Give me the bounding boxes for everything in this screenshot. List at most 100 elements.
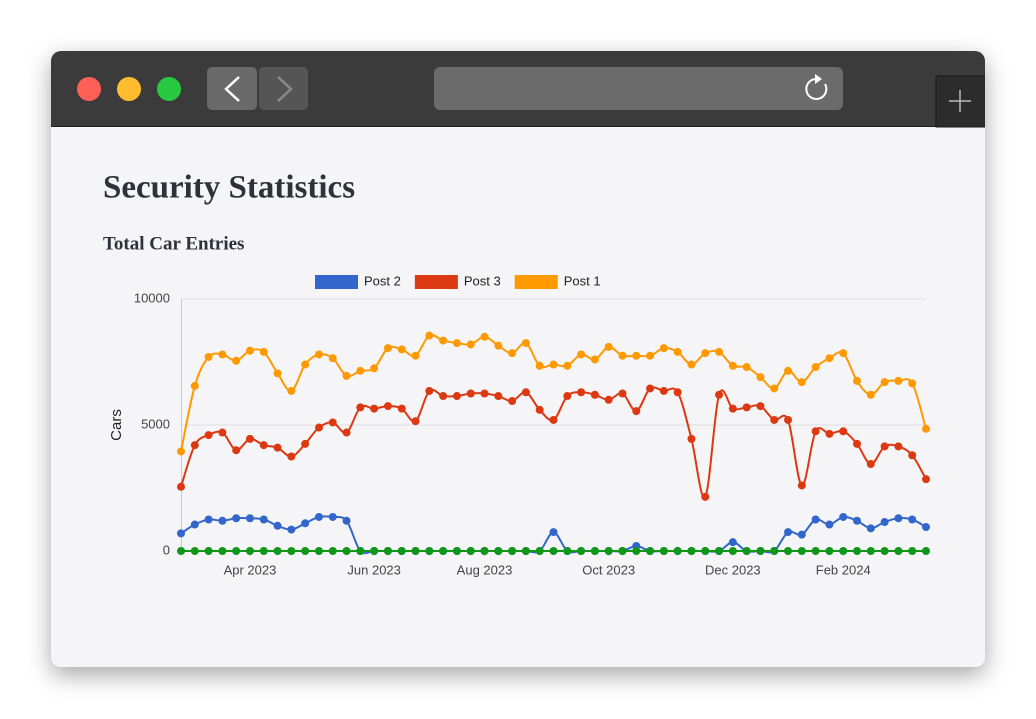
data-point bbox=[853, 516, 862, 525]
page-heading: Security Statistics bbox=[103, 170, 355, 206]
data-point bbox=[521, 388, 530, 397]
data-point bbox=[535, 405, 544, 414]
data-point bbox=[370, 404, 379, 413]
data-point bbox=[521, 339, 530, 348]
data-point bbox=[425, 331, 434, 340]
data-point bbox=[245, 547, 254, 555]
data-point bbox=[397, 345, 406, 354]
close-button[interactable] bbox=[77, 77, 101, 101]
data-point bbox=[342, 428, 351, 437]
data-point bbox=[342, 547, 351, 555]
y-axis-label: Cars bbox=[108, 409, 125, 441]
data-point bbox=[770, 415, 779, 424]
back-icon bbox=[224, 76, 240, 102]
data-point bbox=[245, 514, 254, 523]
data-point bbox=[590, 547, 599, 555]
minimize-button[interactable] bbox=[117, 77, 141, 101]
data-point bbox=[273, 521, 282, 530]
data-point bbox=[190, 547, 199, 555]
data-point bbox=[411, 547, 420, 555]
data-point bbox=[508, 547, 517, 555]
data-point bbox=[452, 547, 461, 555]
data-point bbox=[328, 418, 337, 427]
data-point bbox=[866, 460, 875, 469]
window-content: Security Statistics Total Car Entries Ca… bbox=[51, 51, 985, 441]
data-point bbox=[314, 423, 323, 432]
data-point bbox=[232, 446, 241, 455]
forward-button[interactable] bbox=[259, 67, 308, 110]
data-point bbox=[494, 547, 503, 555]
data-point bbox=[797, 378, 806, 387]
reload-icon[interactable] bbox=[805, 78, 828, 100]
data-point bbox=[908, 515, 917, 524]
zoom-button[interactable] bbox=[157, 77, 181, 101]
data-point bbox=[742, 403, 751, 412]
data-point bbox=[853, 376, 862, 385]
data-point bbox=[866, 390, 875, 399]
data-point bbox=[314, 512, 323, 521]
data-point bbox=[273, 369, 282, 378]
data-point bbox=[508, 397, 517, 406]
data-point bbox=[466, 389, 475, 398]
data-point bbox=[908, 547, 917, 555]
data-point bbox=[880, 518, 889, 527]
data-point bbox=[742, 363, 751, 372]
data-point bbox=[756, 373, 765, 382]
data-point bbox=[866, 524, 875, 533]
data-point bbox=[715, 547, 724, 555]
data-point bbox=[190, 520, 199, 529]
data-point bbox=[894, 514, 903, 523]
data-point bbox=[922, 424, 930, 433]
data-point bbox=[715, 390, 724, 399]
data-point bbox=[756, 402, 765, 411]
data-point bbox=[535, 547, 544, 555]
data-point bbox=[728, 404, 737, 413]
data-point bbox=[232, 356, 241, 365]
data-point bbox=[797, 547, 806, 555]
address-bar[interactable] bbox=[434, 67, 843, 110]
data-point bbox=[825, 354, 834, 363]
data-point bbox=[204, 547, 213, 555]
data-point bbox=[370, 364, 379, 373]
data-point bbox=[894, 547, 903, 555]
data-point bbox=[287, 547, 296, 555]
chart-heading: Total Car Entries bbox=[103, 233, 244, 254]
data-point bbox=[922, 547, 930, 555]
data-point bbox=[549, 415, 558, 424]
data-point bbox=[314, 350, 323, 359]
data-point bbox=[190, 381, 199, 390]
back-button[interactable] bbox=[207, 67, 257, 110]
data-point bbox=[797, 530, 806, 539]
data-point bbox=[853, 547, 862, 555]
data-point bbox=[604, 547, 613, 555]
data-point bbox=[673, 388, 682, 397]
data-point bbox=[880, 378, 889, 387]
data-point bbox=[177, 447, 185, 456]
data-point bbox=[853, 439, 862, 448]
data-point bbox=[590, 355, 599, 364]
data-point bbox=[301, 360, 310, 369]
data-point bbox=[866, 547, 875, 555]
data-point bbox=[466, 547, 475, 555]
data-point bbox=[370, 547, 379, 555]
data-point bbox=[839, 512, 848, 521]
data-point bbox=[715, 347, 724, 356]
data-point bbox=[549, 528, 558, 537]
legend-label: Post 2 bbox=[364, 273, 401, 288]
reload-arrow bbox=[815, 74, 822, 84]
data-point bbox=[204, 431, 213, 440]
data-point bbox=[425, 386, 434, 395]
data-point bbox=[549, 547, 558, 555]
x-tick-label: Feb 2024 bbox=[816, 562, 871, 577]
legend-label: Post 1 bbox=[564, 273, 601, 288]
legend-swatch bbox=[315, 275, 358, 289]
data-point bbox=[701, 547, 710, 555]
data-point bbox=[480, 547, 489, 555]
data-point bbox=[701, 492, 710, 501]
data-point bbox=[549, 360, 558, 369]
chart: 0 5000 10000 Apr 2023 Jun 2023 Aug 2023 Oct 20… bbox=[134, 273, 930, 577]
data-point bbox=[659, 547, 668, 555]
data-point bbox=[922, 475, 930, 484]
data-point bbox=[287, 525, 296, 534]
